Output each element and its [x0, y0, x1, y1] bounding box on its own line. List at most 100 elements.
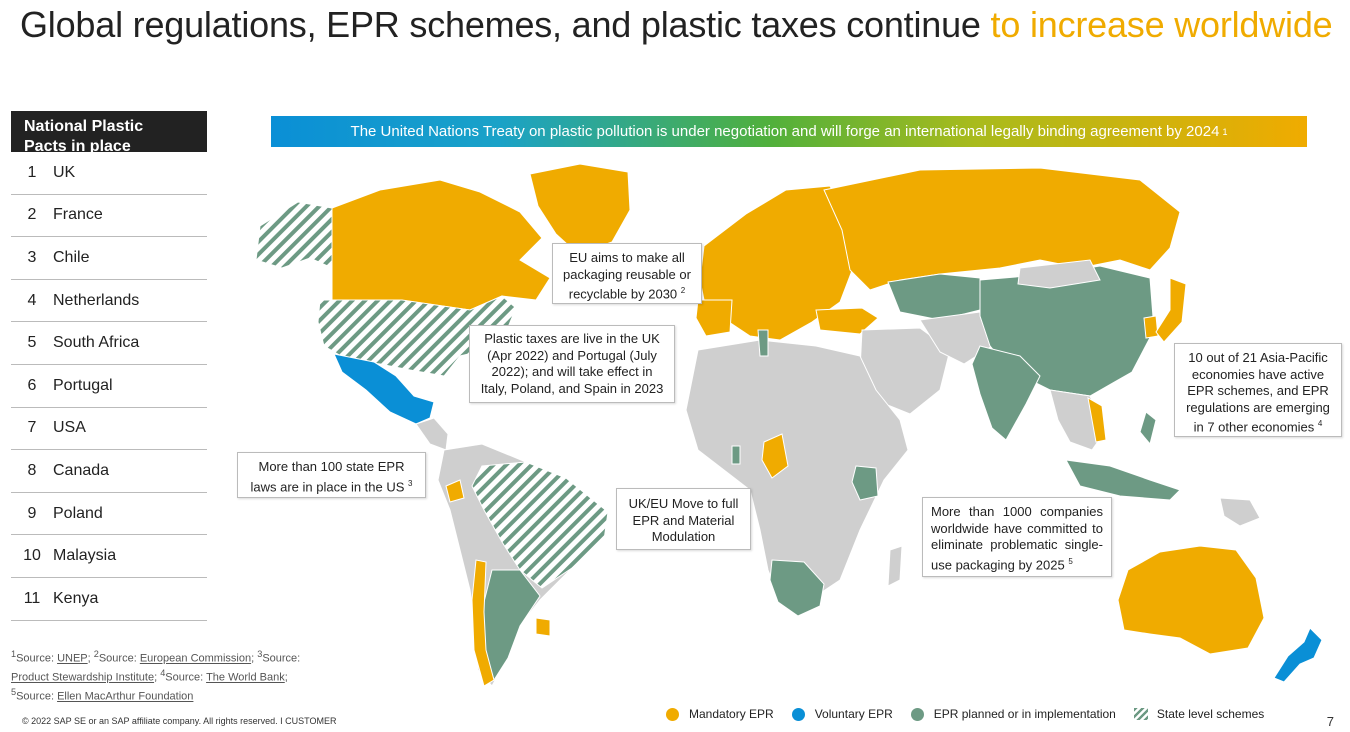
callout-apac-sup: 4: [1317, 419, 1323, 428]
pacts-row: 4 Netherlands: [11, 280, 207, 323]
region-iberia: [695, 299, 733, 337]
region-turkey: [815, 307, 879, 335]
region-ghana: [731, 445, 741, 465]
region-mongolia: [1017, 259, 1101, 289]
pacts-row-number: 9: [27, 504, 37, 522]
region-mexico: [333, 353, 435, 425]
region-uruguay: [535, 617, 551, 637]
legend-voluntary: Voluntary EPR: [791, 707, 893, 721]
pacts-row-country: UK: [53, 163, 76, 181]
pacts-row-number: 8: [27, 461, 37, 479]
legend-mandatory-label: Mandatory EPR: [689, 707, 774, 721]
legend-state-swatch: [1133, 708, 1148, 720]
source-unep-link[interactable]: UNEP: [57, 652, 88, 665]
pacts-row: 5 South Africa: [11, 322, 207, 365]
source-4-label: Source:: [165, 671, 207, 684]
national-plastic-pacts-table: National Plastic Pacts in place 1 UK 2 Fran…: [11, 111, 207, 621]
callout-eu-text: EU aims to make all packaging reusable o…: [563, 250, 691, 302]
legend-planned: EPR planned or in implementation: [910, 707, 1116, 721]
callout-eu-packaging: EU aims to make all packaging reusable o…: [552, 243, 702, 304]
pacts-row-number: 10: [23, 547, 41, 565]
pacts-table-header: National Plastic Pacts in place: [11, 111, 207, 155]
source-4-sup: 4: [160, 668, 166, 679]
pacts-row-number: 5: [27, 334, 37, 352]
sources: 1Source: UNEP; 2Source: European Commiss…: [11, 649, 301, 703]
callout-ukeu-text: UK/EU Move to full EPR and Material Modu…: [628, 496, 739, 544]
source-world-bank-link[interactable]: The World Bank: [206, 671, 285, 684]
region-korea: [1143, 315, 1159, 339]
callout-companies-text: More than 1000 companies worldwide have …: [931, 504, 1103, 572]
region-africa: [685, 339, 909, 601]
pacts-row: 8 Canada: [11, 450, 207, 493]
source-5-label: Source:: [16, 690, 58, 703]
legend-state: State level schemes: [1133, 707, 1264, 721]
region-central-america: [415, 417, 449, 451]
region-argentina: [481, 569, 541, 682]
pacts-row-country: Canada: [53, 461, 110, 479]
banner-sup: 1: [1222, 126, 1228, 137]
pacts-row-country: France: [53, 206, 103, 224]
source-1-sup: 1: [11, 649, 17, 659]
pacts-row: 2 France: [11, 195, 207, 238]
pacts-row: 6 Portugal: [11, 365, 207, 408]
source-3-sup: 3: [257, 649, 263, 659]
callout-companies: More than 1000 companies worldwide have …: [922, 497, 1112, 577]
pacts-row: 10 Malaysia: [11, 535, 207, 578]
pacts-row: 9 Poland: [11, 493, 207, 536]
callout-uk-eu-epr: UK/EU Move to full EPR and Material Modu…: [616, 488, 751, 550]
pacts-row: 7 USA: [11, 408, 207, 451]
region-usa: [317, 295, 517, 377]
pacts-rows: 1 UK 2 France 3 Chile 4 Netherlands 5 South Afric…: [11, 152, 207, 621]
page-number: 7: [1326, 714, 1334, 729]
pacts-row-country: Portugal: [53, 376, 113, 394]
pacts-row-country: USA: [53, 419, 86, 437]
pacts-header-line1: National Plastic: [24, 118, 144, 135]
legend-planned-swatch: [910, 707, 924, 721]
region-russia: [823, 167, 1181, 291]
region-new-zealand: [1273, 627, 1323, 683]
pacts-row-country: Kenya: [53, 589, 99, 607]
callout-apac-text: 10 out of 21 Asia-Pacific economies have…: [1186, 350, 1330, 435]
pacts-row-country: Poland: [53, 504, 103, 522]
world-map: [255, 163, 1323, 687]
banner-text: The United Nations Treaty on plastic pol…: [350, 123, 1220, 140]
pacts-row-country: Chile: [53, 248, 90, 266]
region-southern-africa: [769, 559, 825, 617]
region-north-africa-planned: [757, 329, 769, 357]
title-main: Global regulations, EPR schemes, and pla…: [20, 4, 991, 45]
pacts-row-number: 1: [27, 163, 37, 181]
region-kenya: [851, 465, 879, 501]
callout-asia-pacific: 10 out of 21 Asia-Pacific economies have…: [1174, 343, 1342, 437]
region-japan: [1155, 277, 1187, 343]
region-central-asia: [887, 273, 981, 321]
source-2-label: Source:: [98, 652, 140, 665]
pacts-row-country: Malaysia: [53, 547, 117, 565]
pacts-row: 3 Chile: [11, 237, 207, 280]
region-india: [971, 345, 1041, 441]
legend-voluntary-swatch: [791, 707, 805, 721]
source-psi-link[interactable]: Product Stewardship Institute: [11, 671, 155, 684]
source-european-commission-link[interactable]: European Commission: [139, 652, 252, 665]
region-indonesia: [1065, 459, 1181, 501]
region-greenland: [529, 163, 631, 255]
region-vietnam: [1087, 397, 1107, 443]
pacts-row-country: South Africa: [53, 334, 140, 352]
source-ellen-macarthur-link[interactable]: Ellen MacArthur Foundation: [57, 690, 194, 703]
callout-eu-sup: 2: [680, 286, 686, 295]
pacts-row-number: 6: [27, 376, 37, 394]
callout-plastic-taxes: Plastic taxes are live in the UK (Apr 20…: [469, 325, 675, 403]
pacts-row: 1 UK: [11, 152, 207, 195]
callout-us-text: More than 100 state EPR laws are in plac…: [250, 459, 405, 494]
region-australia: [1117, 545, 1265, 655]
source-1-label: Source:: [16, 652, 58, 665]
region-chile: [471, 559, 495, 687]
pacts-row-country: Netherlands: [53, 291, 140, 309]
region-philippines: [1139, 411, 1157, 446]
region-alaska: [255, 201, 333, 269]
pacts-row: 11 Kenya: [11, 578, 207, 621]
title-highlight: to increase worldwide: [990, 4, 1333, 45]
pacts-row-number: 7: [27, 419, 37, 437]
copyright: © 2022 SAP SE or an SAP affiliate compan…: [22, 716, 337, 726]
region-brazil: [471, 461, 609, 589]
source-3-label: Source:: [262, 652, 301, 665]
